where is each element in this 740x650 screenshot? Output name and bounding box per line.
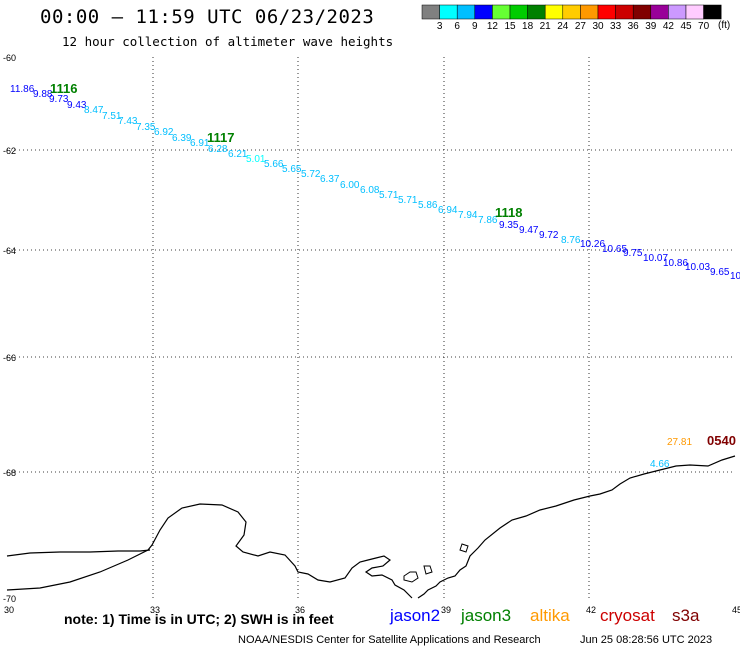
lat-tick-label: -68: [3, 468, 16, 478]
swh-value-label: 6.28: [208, 144, 228, 155]
swh-value-label: 10.26: [580, 239, 605, 250]
colorbar-label: 39: [645, 21, 657, 32]
coastline-islet: [403, 571, 419, 583]
pass-number-label: 1118: [495, 205, 523, 220]
swh-value-label: 8.76: [561, 235, 581, 246]
swh-value-label: 6.08: [360, 185, 380, 196]
colorbar-label: 12: [486, 21, 498, 32]
swh-value-label: 9.88: [33, 89, 53, 100]
coastline-islet-3: [459, 543, 469, 553]
colorbar-label: 42: [662, 21, 674, 32]
swh-value-label: 4.66: [650, 459, 670, 470]
swh-value-label: 5.71: [398, 195, 418, 206]
swh-value-label: 27.81: [667, 437, 692, 448]
colorbar-label: 9: [472, 21, 478, 32]
swh-value-label: 10.65: [602, 244, 627, 255]
swh-value-label: 6.92: [154, 127, 174, 138]
footer-credit: NOAA/NESDIS Center for Satellite Applica…: [238, 634, 541, 646]
swh-value-label: 7.86: [478, 215, 498, 226]
map-frame: [6, 56, 736, 599]
lat-tick-label: -64: [3, 246, 16, 256]
swh-value-label: 5.86: [418, 200, 438, 211]
colorbar-label: 36: [627, 21, 639, 32]
map-title: 00:00 – 11:59 UTC 06/23/2023: [40, 6, 375, 28]
lon-tick-label: 42: [586, 605, 596, 615]
lat-tick-label: -60: [3, 53, 16, 63]
lon-tick-label: 45: [732, 605, 740, 615]
swh-value-label: 7.43: [118, 116, 138, 127]
antarctic-coastline: [6, 455, 736, 599]
colorbar-label: 70: [698, 21, 710, 32]
swh-value-label: 10.86: [663, 258, 688, 269]
colorbar-label: 27: [574, 21, 586, 32]
swh-value-label: 9.47: [519, 225, 539, 236]
swh-value-label: 9.73: [49, 94, 69, 105]
swh-value-label: 5.01: [246, 154, 266, 165]
pass-number-label: 0540: [707, 433, 736, 448]
legend-cryosat: cryosat: [600, 606, 655, 625]
colorbar-label: 6: [454, 21, 460, 32]
pass-number-label: 1116: [50, 81, 78, 96]
lat-tick-label: -70: [3, 594, 16, 604]
swh-value-label: 9.65: [710, 267, 730, 278]
swh-value-label: 7.35: [136, 122, 156, 133]
coastline-islet-2: [423, 565, 433, 575]
colorbar-label: 30: [592, 21, 604, 32]
legend-s3a: s3a: [672, 606, 700, 625]
colorbar-label: 21: [539, 21, 551, 32]
legend-altika: altika: [530, 606, 570, 625]
footer-timestamp: Jun 25 08:28:56 UTC 2023: [580, 634, 713, 646]
swh-value-label: 5.71: [379, 190, 399, 201]
swh-value-label: 9.75: [623, 248, 643, 259]
swh-value-label: 10.07: [643, 253, 668, 264]
swh-value-label: 9.72: [539, 230, 559, 241]
colorbar-label: 18: [522, 21, 534, 32]
lon-tick-label: 39: [441, 605, 451, 615]
swh-value-label: 6.37: [320, 174, 340, 185]
swh-value-label: 10: [730, 271, 740, 282]
lat-tick-label: -62: [3, 146, 16, 156]
swh-value-label: 6.39: [172, 133, 192, 144]
antarctic-coastline-west: [6, 549, 151, 557]
swh-value-label: 6.91: [190, 138, 210, 149]
colorbar-label: 3: [436, 21, 443, 32]
colorbar-label: 15: [504, 21, 516, 32]
swh-value-label: 9.35: [499, 220, 519, 231]
map-subtitle: 12 hour collection of altimeter wave hei…: [62, 34, 394, 49]
lon-tick-label: 33: [150, 605, 160, 615]
swh-colorbar: [421, 4, 722, 20]
swh-value-label: 5.65: [282, 164, 302, 175]
colorbar-label: 45: [680, 21, 692, 32]
swh-value-label: 9.43: [67, 100, 87, 111]
swh-track-labels: 11.869.889.739.438.477.517.437.356.926.3…: [10, 81, 740, 470]
swh-value-label: 7.51: [102, 111, 122, 122]
legend-note: note: 1) Time is in UTC; 2) SWH is in fe…: [64, 611, 334, 627]
colorbar-units: (ft): [718, 20, 731, 31]
swh-value-label: 6.21: [228, 149, 248, 160]
lon-tick-label: 36: [295, 605, 305, 615]
colorbar-swatch: [703, 4, 722, 20]
swh-value-label: 7.94: [458, 210, 478, 221]
map-tick-labels: 30 33 36 39 42 45 -60 -62 -64 -66 -68 -70: [3, 53, 740, 615]
legend-jason3: jason3: [461, 606, 512, 625]
swh-value-label: 6.00: [340, 180, 360, 191]
lat-tick-label: -66: [3, 353, 16, 363]
legend-jason2: jason2: [390, 606, 441, 625]
swh-value-label: 5.72: [301, 169, 321, 180]
colorbar-label: 33: [610, 21, 622, 32]
pass-number-label: 1117: [207, 130, 235, 145]
colorbar-label: 24: [557, 21, 569, 32]
swh-value-label: 6.94: [438, 205, 458, 216]
swh-value-label: 8.47: [84, 105, 104, 116]
swh-value-label: 11.86: [10, 84, 35, 95]
lon-tick-label: 30: [4, 605, 14, 615]
swh-value-label: 10.03: [685, 262, 710, 273]
swh-value-label: 5.66: [264, 159, 284, 170]
map-gridlines: [7, 57, 735, 598]
